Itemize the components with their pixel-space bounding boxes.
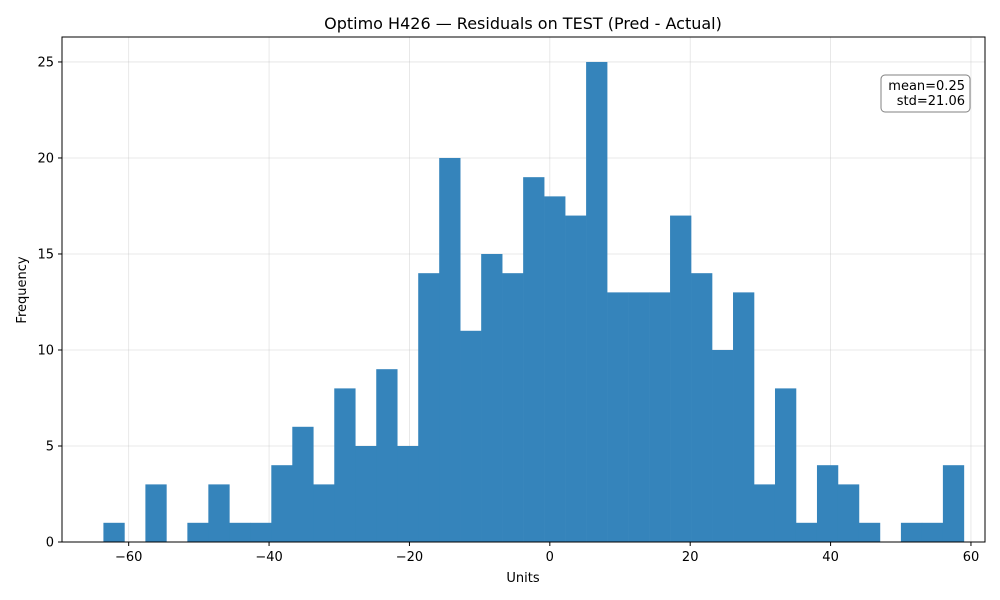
histogram-bar xyxy=(544,196,566,542)
histogram-bar xyxy=(670,215,692,542)
histogram-bars xyxy=(103,61,965,543)
histogram-bar xyxy=(418,273,440,542)
histogram-bar xyxy=(565,215,587,542)
histogram-bar xyxy=(816,465,839,542)
histogram-bar xyxy=(523,177,545,543)
y-tick-label: 15 xyxy=(37,247,54,262)
histogram-bar xyxy=(628,292,650,542)
annotation-mean: mean=0.25 xyxy=(888,79,965,94)
histogram-bar xyxy=(229,522,251,542)
x-tick-label: 60 xyxy=(963,550,980,565)
annotation-std: std=21.06 xyxy=(897,94,965,109)
histogram-bar xyxy=(586,61,608,543)
histogram-bar xyxy=(145,484,167,542)
histogram-bar xyxy=(837,484,860,542)
histogram-bar xyxy=(397,445,419,542)
annotation-box xyxy=(880,74,971,113)
histogram-bar xyxy=(355,445,377,542)
histogram-bar xyxy=(292,426,314,542)
x-axis-ticks: −60 −40 −20 0 20 40 60 xyxy=(115,542,979,565)
x-tick-label: 0 xyxy=(546,550,554,565)
histogram-bar xyxy=(439,157,461,542)
histogram-bar xyxy=(187,522,209,542)
histogram-bar xyxy=(607,292,629,542)
x-tick-label: 20 xyxy=(682,550,699,565)
x-tick-label: −60 xyxy=(115,550,142,565)
histogram-bar xyxy=(754,484,776,542)
x-tick-label: −20 xyxy=(396,550,423,565)
histogram-bar xyxy=(921,522,944,542)
y-tick-label: 10 xyxy=(37,343,54,358)
histogram-bar xyxy=(334,388,356,542)
plot-frame xyxy=(61,36,986,543)
histogram-bar xyxy=(460,330,482,542)
histogram-bar xyxy=(795,522,818,542)
histogram-bar xyxy=(900,522,923,542)
histogram-bar xyxy=(250,522,272,542)
x-tick-label: −40 xyxy=(255,550,282,565)
stats-annotation: mean=0.25 std=21.06 xyxy=(880,74,971,113)
histogram-bar xyxy=(733,292,755,542)
histogram-bar xyxy=(313,484,335,542)
histogram-bar xyxy=(942,465,965,542)
histogram-bar xyxy=(208,484,230,542)
y-tick-label: 25 xyxy=(37,55,54,70)
histogram-bar xyxy=(481,253,503,543)
histogram-bar xyxy=(649,292,671,542)
histogram-bar xyxy=(502,273,524,542)
x-tick-label: 40 xyxy=(822,550,839,565)
histogram-bar xyxy=(376,369,398,542)
histogram-bar xyxy=(858,522,881,542)
y-tick-label: 0 xyxy=(46,536,54,551)
histogram-bar xyxy=(774,388,797,542)
histogram-bar xyxy=(691,273,713,542)
y-axis-ticks: 0 5 10 15 20 25 xyxy=(37,55,62,551)
chart-title: Optimo H426 — Residuals on TEST (Pred - … xyxy=(324,14,722,33)
histogram-bar xyxy=(712,349,734,542)
histogram-bar xyxy=(103,522,125,542)
y-tick-label: 5 xyxy=(46,439,54,454)
x-axis-label: Units xyxy=(506,571,539,586)
histogram-bar xyxy=(271,465,293,542)
y-tick-label: 20 xyxy=(37,151,54,166)
y-axis-label: Frequency xyxy=(15,256,30,323)
